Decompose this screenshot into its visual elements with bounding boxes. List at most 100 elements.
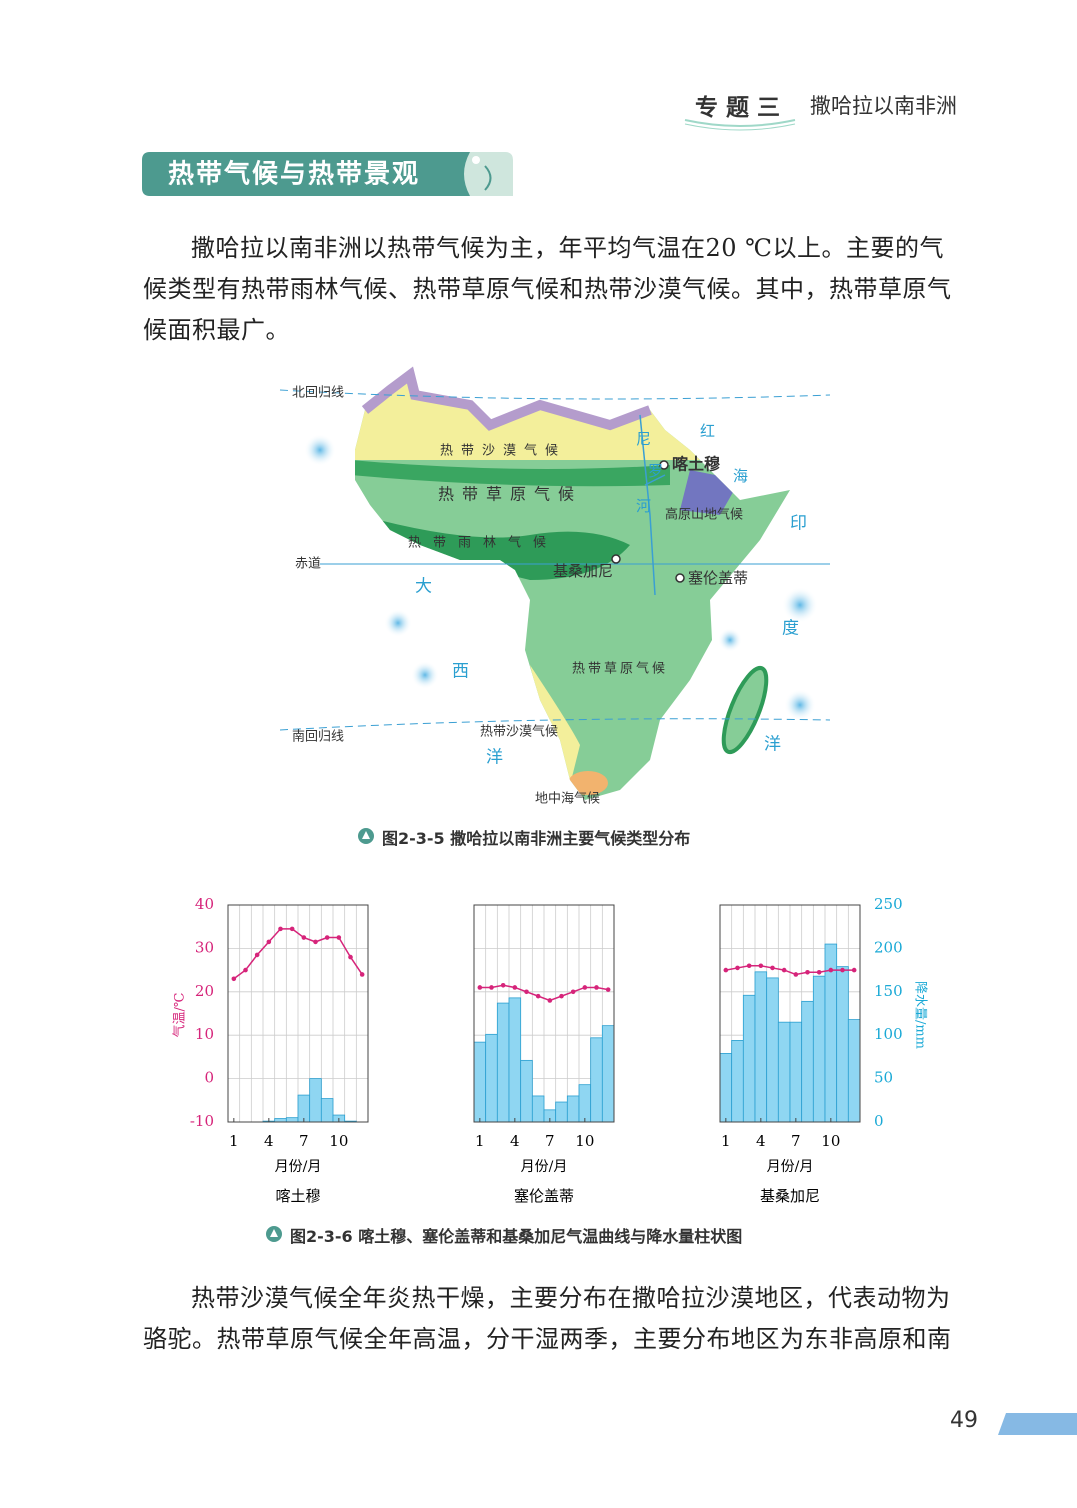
map-label: 喀土穆 <box>672 455 720 474</box>
precipitation-bar <box>590 1037 603 1123</box>
header-ornament <box>684 119 796 131</box>
precipitation-bar <box>777 1021 791 1123</box>
temperature-point <box>500 982 506 988</box>
temperature-point <box>254 952 260 958</box>
x-axis-label: 月份/月 <box>767 1159 814 1175</box>
topic: 专 题 三 <box>695 95 781 121</box>
temperature-point <box>278 926 283 932</box>
x-tick-label: 10 <box>575 1132 594 1150</box>
precipitation-bar <box>766 977 779 1123</box>
precipitation-bar <box>801 1000 814 1123</box>
y-tick-label: 0 <box>204 1069 214 1087</box>
x-tick-label: 10 <box>821 1132 840 1150</box>
map-label: 热带沙漠气候 <box>480 724 558 740</box>
y-tick-label: 10 <box>195 1025 214 1043</box>
map-label: 高原山地气候 <box>665 507 743 523</box>
map: 北回归线 赤道 南回归线 热带沙漠气候 热带草原气候 热带雨林气候 高原山地气候… <box>279 366 831 807</box>
temperature-point <box>243 967 248 973</box>
temperature-point <box>570 989 576 995</box>
plot-frame <box>227 904 369 1123</box>
topic-subtitle: 撒哈拉以南非洲 <box>810 94 957 118</box>
temperature-point <box>266 939 272 945</box>
caption-icon <box>358 828 374 844</box>
map-label: 罗 <box>648 462 663 480</box>
temperature-point <box>594 985 599 990</box>
y2-tick-label: 50 <box>874 1069 893 1087</box>
temperature-point <box>816 969 822 975</box>
chart-name: 塞伦盖蒂 <box>514 1187 574 1205</box>
map-label: 度 <box>782 619 799 639</box>
plot-frame <box>473 904 615 1123</box>
section-title: 热带气候与热带景观 <box>168 159 420 190</box>
temperature-point <box>605 987 611 992</box>
x-tick-label: 4 <box>264 1132 274 1150</box>
x-tick-label: 7 <box>545 1132 555 1150</box>
x-axis-label: 月份/月 <box>275 1159 322 1175</box>
map-label: 河 <box>636 497 651 515</box>
precipitation-bar <box>297 1094 311 1123</box>
precipitation-bar <box>485 1033 498 1123</box>
map-label: 热带草原气候 <box>572 661 668 677</box>
temperature-point <box>477 985 483 990</box>
map-label: 塞伦盖蒂 <box>688 569 748 587</box>
section-banner: 热带气候与热带景观 <box>142 152 513 196</box>
map-label: 大 <box>415 577 432 597</box>
x-tick-label: 7 <box>791 1132 801 1150</box>
plot-frame <box>719 904 861 1123</box>
temperature-point <box>805 969 810 975</box>
temperature-point <box>359 972 365 977</box>
map-label: 赤道 <box>295 557 321 572</box>
precipitation-bar <box>520 1059 533 1123</box>
temperature-point <box>758 963 764 969</box>
precipitation-bar <box>555 1101 568 1123</box>
map-label: 南回归线 <box>292 729 344 745</box>
page-tab <box>998 1413 1077 1435</box>
precipitation-bar <box>754 971 768 1123</box>
map-label: 热带草原气候 <box>438 485 582 504</box>
temperature-line <box>233 928 363 980</box>
temperature-point <box>793 972 799 977</box>
map-label: 尼 <box>636 430 651 448</box>
y-tick-label: -10 <box>190 1112 214 1130</box>
map-label: 印 <box>790 514 807 534</box>
caption-icon <box>266 1226 282 1242</box>
map-label: 基桑加尼 <box>553 562 613 580</box>
map-label: 洋 <box>764 735 781 755</box>
map-label: 热带雨林气候 <box>408 535 558 551</box>
temperature-point <box>289 926 295 932</box>
map-label: 海 <box>733 467 748 485</box>
caption: 图2-3-5 撒哈拉以南非洲主要气候类型分布 <box>382 829 691 848</box>
temperature-point <box>301 935 307 940</box>
precipitation-bar <box>566 1095 580 1123</box>
precipitation-bar <box>578 1084 592 1123</box>
precipitation-bar <box>531 1095 545 1123</box>
chart-name: 基桑加尼 <box>760 1187 820 1205</box>
precipitation-bar <box>508 997 522 1123</box>
temperature-point <box>746 963 752 969</box>
temperature-point <box>559 993 564 999</box>
temperature-point <box>489 985 494 990</box>
map-label: 西 <box>452 662 469 682</box>
precipitation-bar <box>320 1098 334 1123</box>
temperature-point <box>851 967 857 973</box>
precipitation-bar <box>274 1118 287 1123</box>
x-tick-label: 4 <box>756 1132 766 1150</box>
y2-tick-label: 250 <box>874 895 903 913</box>
y2-tick-label: 200 <box>874 938 903 956</box>
temperature-point <box>547 998 553 1003</box>
map-label: 北回归线 <box>292 386 344 401</box>
y2-tick-label: 100 <box>874 1025 903 1043</box>
temperature-point <box>524 989 529 995</box>
map-label: 洋 <box>486 748 503 768</box>
temperature-point <box>840 967 845 973</box>
precipitation-bar <box>719 1053 733 1123</box>
precipitation-bar <box>812 975 826 1123</box>
y2-tick-label: 150 <box>874 982 903 1000</box>
temperature-point <box>723 967 729 973</box>
x-tick-label: 10 <box>329 1132 348 1150</box>
caption: 图2-3-6 喀土穆、塞伦盖蒂和基桑加尼气温曲线与降水量柱状图 <box>290 1227 743 1246</box>
y-tick-label: 20 <box>195 982 214 1000</box>
map-label: 地中海气候 <box>535 791 600 807</box>
